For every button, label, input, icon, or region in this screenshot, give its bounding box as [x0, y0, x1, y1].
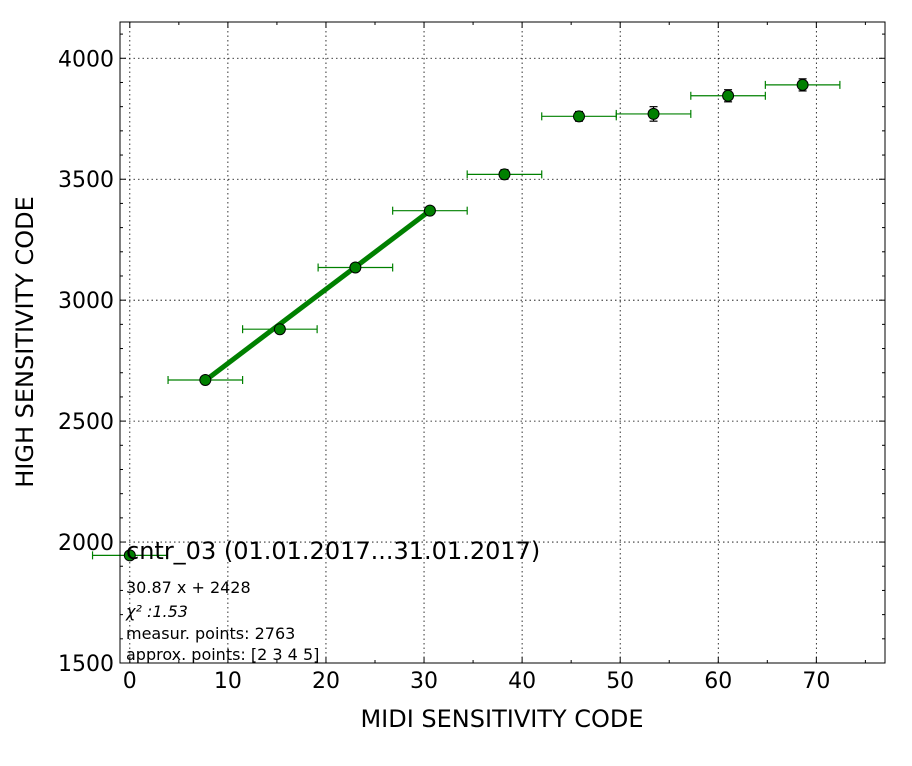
point-marker [647, 107, 660, 120]
data-point [764, 78, 841, 92]
y-tick-label: 3500 [58, 168, 114, 193]
data-point [91, 549, 168, 562]
x-tick-label: 0 [123, 669, 137, 694]
x-tick-labels: 0 10 20 30 40 50 60 70 [123, 669, 831, 694]
point-marker [722, 89, 735, 102]
annotation-chi-square: χ² :1.53 [125, 602, 188, 621]
point-marker [349, 261, 362, 274]
point-marker [498, 168, 511, 181]
data-points [91, 78, 841, 562]
x-tick-label: 50 [606, 669, 634, 694]
x-tick-label: 60 [704, 669, 732, 694]
point-marker [199, 373, 212, 386]
y-tick-labels: 1500 2000 2500 3000 3500 4000 [58, 47, 114, 677]
y-tick-label: 2500 [58, 410, 114, 435]
data-point [241, 323, 318, 336]
x-tick-label: 30 [410, 669, 438, 694]
fit-line-layer [203, 208, 432, 383]
data-point [392, 204, 468, 217]
y-axis-label: HIGH SENSITIVITY CODE [11, 196, 39, 488]
x-tick-label: 20 [312, 669, 340, 694]
point-marker [573, 110, 585, 123]
point-marker [273, 323, 286, 336]
annotation-measured-points: measur. points: 2763 [126, 624, 295, 643]
data-point [167, 373, 244, 386]
annotation-fit-equation: 30.87 x + 2428 [126, 578, 251, 597]
data-point [615, 106, 692, 122]
x-tick-label: 70 [802, 669, 830, 694]
x-axis-label: MIDI SENSITIVITY CODE [360, 705, 643, 733]
data-point [466, 168, 543, 181]
point-marker [423, 204, 436, 217]
point-marker [123, 549, 136, 562]
y-tick-label: 4000 [58, 47, 114, 72]
x-tick-label: 40 [508, 669, 536, 694]
plot-frame [119, 21, 886, 664]
fit-line [203, 208, 432, 383]
y-tick-label: 2000 [58, 531, 114, 556]
axis-ticks [120, 22, 885, 664]
data-point [541, 110, 617, 123]
y-tick-label: 3000 [58, 289, 114, 314]
grid [120, 22, 885, 664]
data-point [317, 261, 394, 274]
annotation-title: cntr_03 (01.01.2017...31.01.2017) [126, 537, 540, 565]
point-marker [796, 78, 809, 91]
annotation-approx-points: approx. points: [2 3 4 5] [126, 645, 319, 664]
data-point [690, 89, 766, 103]
x-tick-label: 10 [214, 669, 242, 694]
y-tick-label: 1500 [58, 652, 114, 677]
